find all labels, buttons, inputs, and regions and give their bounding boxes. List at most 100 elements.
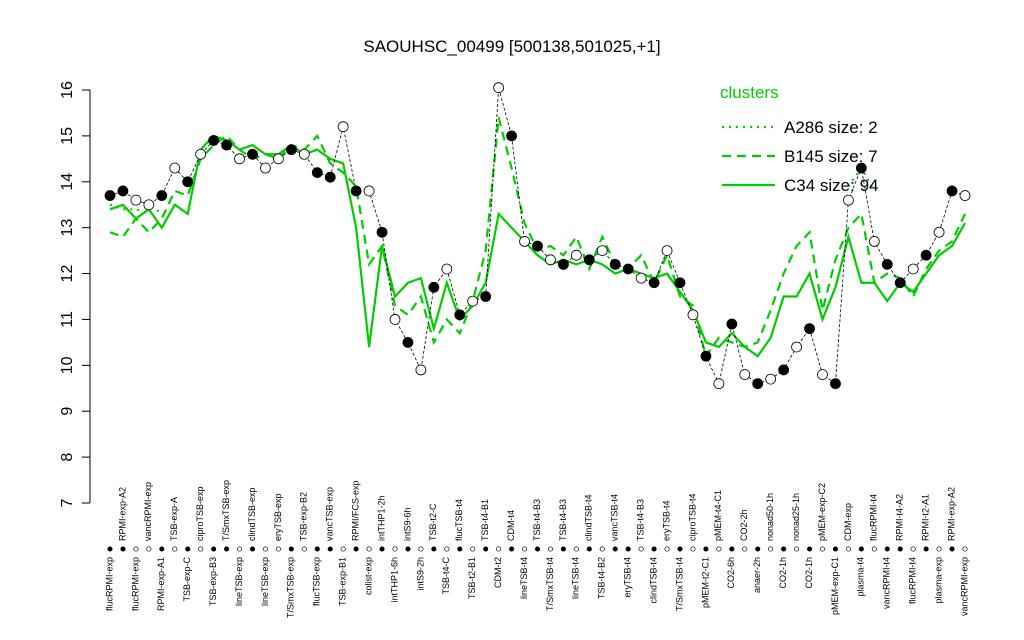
x-tick-label: lineTSB-t4	[519, 557, 529, 599]
x-tick-dot	[625, 546, 631, 552]
x-tick-dot	[211, 546, 217, 552]
x-tick-label: flucRPMI-t4	[908, 557, 918, 604]
x-tick-dot	[547, 546, 554, 552]
x-tick-dot	[664, 546, 670, 552]
x-tick-label: T/SmxTSB-t4	[674, 557, 684, 611]
x-tick-dot	[172, 546, 178, 552]
data-point	[428, 281, 440, 293]
y-tick-label: 12	[59, 265, 76, 283]
x-tick-dot	[910, 546, 916, 552]
x-tick-label: pMEM-t2-C1	[700, 557, 710, 608]
data-point	[765, 373, 777, 385]
x-tick-dot	[560, 546, 566, 552]
data-point	[817, 369, 828, 380]
x-tick-dot	[509, 546, 515, 552]
x-tick-dot	[923, 546, 929, 552]
x-tick-label: TSB-t4-C	[441, 557, 451, 595]
x-tick-dot	[612, 546, 618, 552]
x-tick-dot	[716, 546, 722, 552]
x-tick-label: CDM-t2	[493, 557, 503, 588]
x-tick-label: vancRPMI-t4	[882, 557, 892, 609]
data-point	[609, 258, 621, 270]
data-point	[907, 263, 919, 275]
x-tick-label: CO2-6h	[726, 557, 736, 589]
x-tick-dot	[327, 546, 333, 552]
x-tick-label: plasma-t4	[856, 557, 866, 597]
x-tick-dot	[159, 546, 165, 552]
x-tick-label: T/SmxTSB-exp	[286, 557, 296, 618]
x-tick-label: ciproTSB-t4	[687, 493, 697, 541]
x-tick-dot	[301, 546, 307, 552]
x-tick-label: T/SmxTSB-t4	[545, 557, 555, 611]
data-point	[661, 245, 673, 257]
x-tick-label: TSB-exp-B1	[338, 557, 348, 606]
legend-title: clusters	[720, 83, 779, 102]
x-tick-label: RPMI-exp-A2	[117, 487, 127, 541]
x-tick-dot	[353, 546, 359, 552]
x-tick-label: TSB-t4-B1	[480, 499, 490, 541]
data-point	[350, 185, 362, 197]
x-tick-dot	[677, 546, 683, 552]
x-tick-label: CDM-exp	[843, 503, 853, 541]
data-point	[545, 254, 556, 266]
x-tick-dot	[573, 546, 579, 552]
data-point	[130, 194, 142, 206]
x-tick-dot	[146, 546, 152, 552]
x-tick-label: T/SmxTSB-exp	[221, 480, 231, 541]
x-tick-label: RPMI-t2-A1	[921, 494, 931, 541]
x-tick-dot	[703, 546, 709, 552]
x-tick-dot	[794, 546, 800, 552]
x-tick-label: TSB-t4-B2	[597, 557, 607, 599]
x-tick-label: eryTSB-exp	[273, 493, 283, 541]
data-point	[674, 277, 686, 289]
x-tick-label: TSB-exp-B2	[299, 492, 309, 541]
x-tick-dot	[275, 546, 281, 552]
data-point	[726, 318, 738, 330]
x-tick-label: flucRPMI-exp	[104, 557, 114, 611]
data-point	[467, 295, 479, 307]
x-tick-label: flucRPMI-t4	[869, 494, 879, 541]
x-tick-label: flucTSB-exp	[312, 557, 322, 606]
x-tick-label: RPMI-exp-A1	[156, 557, 166, 611]
x-tick-label: TSB-t2-B1	[467, 557, 477, 599]
data-point	[506, 130, 517, 142]
x-tick-dot	[392, 546, 398, 552]
x-tick-dot	[431, 546, 437, 552]
data-point	[104, 190, 116, 201]
data-point	[415, 364, 427, 376]
data-point	[389, 314, 401, 325]
x-tick-dot	[314, 546, 320, 552]
data-point	[894, 277, 906, 289]
x-tick-label: TSB-exp-B3	[208, 557, 218, 606]
x-tick-label: pMEM-exp-C1	[830, 557, 840, 615]
x-tick-dot	[962, 546, 968, 552]
x-tick-label: plasma-exp	[933, 557, 943, 604]
x-tick-dot	[249, 546, 256, 552]
x-tick-dot	[236, 546, 243, 552]
x-tick-label: flucRPMI-exp	[130, 557, 140, 611]
x-tick-dot	[638, 546, 644, 552]
x-tick-label: eryTSB-t4	[661, 500, 671, 541]
data-point	[285, 144, 297, 156]
x-tick-label: ciproTSB-exp	[195, 486, 205, 541]
data-point	[804, 323, 815, 335]
x-tick-label: lineTSB-exp	[260, 557, 270, 606]
data-point	[713, 378, 725, 390]
x-tick-label: anaer-2h	[752, 557, 762, 593]
x-tick-label: nonad50-1h	[765, 493, 775, 541]
x-tick-dot	[586, 546, 592, 552]
x-tick-dot	[949, 546, 955, 552]
x-tick-label: eryTSB-t4	[623, 557, 633, 598]
x-tick-dot	[936, 546, 942, 552]
data-point	[311, 167, 323, 179]
data-point	[532, 240, 543, 252]
x-tick-dot	[897, 546, 903, 552]
x-tick-dot	[470, 546, 476, 552]
data-point	[376, 226, 388, 238]
x-tick-dot	[444, 546, 450, 552]
x-tick-dot	[120, 546, 126, 552]
data-point	[570, 249, 582, 261]
data-point	[791, 341, 802, 353]
x-tick-label: TSB-exp-C	[182, 557, 192, 602]
x-tick-dot	[742, 546, 748, 552]
